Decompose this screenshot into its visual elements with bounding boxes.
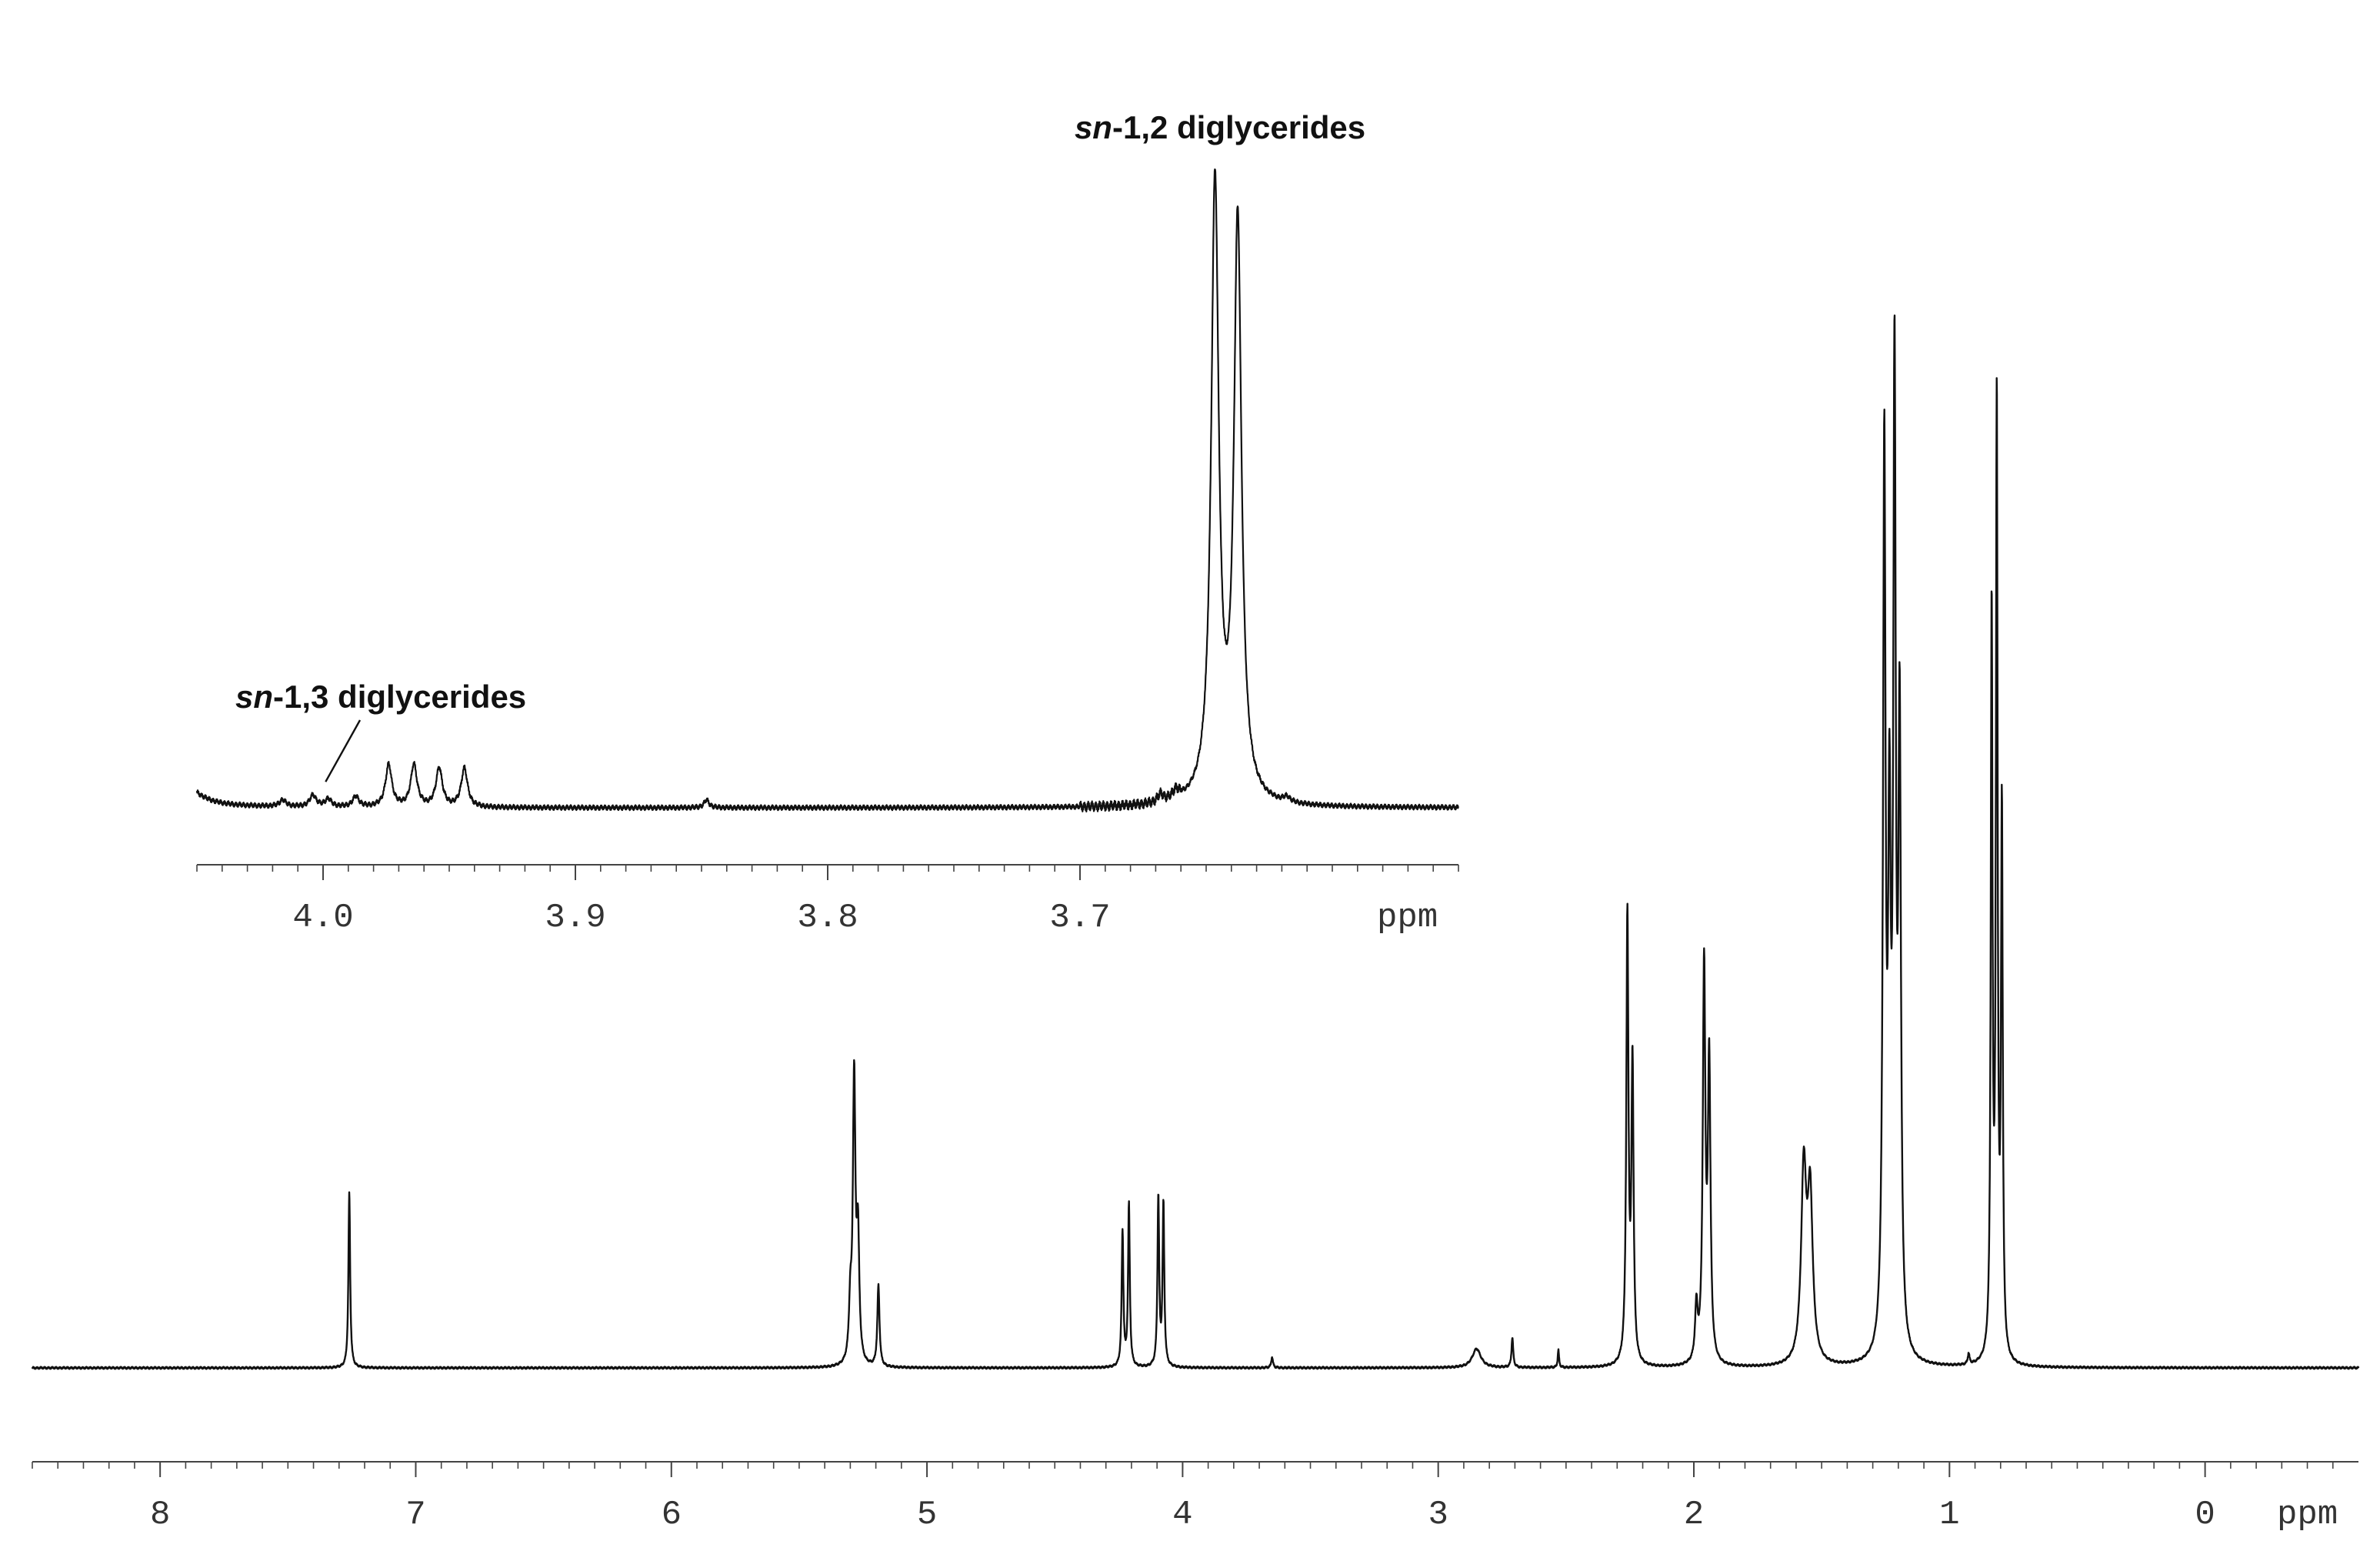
main-spectrum-trace bbox=[31, 314, 2360, 1370]
annotation-sn12-italic: sn bbox=[1075, 109, 1112, 145]
inset-major-ticks bbox=[322, 865, 1081, 880]
main-tick-label: 3 bbox=[1428, 1496, 1448, 1534]
main-axis-unit-label: ppm bbox=[2277, 1496, 2338, 1534]
annotation-sn13-leader-line bbox=[325, 719, 362, 782]
main-spectrum: 8 7 6 5 4 3 2 1 0 ppm bbox=[31, 314, 2360, 1534]
main-tick-label: 2 bbox=[1684, 1496, 1704, 1534]
inset-x-axis: 4.0 3.9 3.8 3.7 ppm bbox=[196, 864, 1459, 937]
main-major-ticks bbox=[159, 1462, 2206, 1477]
inset-tick-label: 3.7 bbox=[1049, 899, 1110, 937]
main-tick-label: 0 bbox=[2195, 1496, 2215, 1534]
annotation-sn13-italic: sn bbox=[235, 679, 273, 715]
inset-spectrum: 4.0 3.9 3.8 3.7 ppm sn-1,2 diglycerides … bbox=[195, 109, 1459, 937]
main-tick-label: 8 bbox=[150, 1496, 170, 1534]
main-tick-label: 1 bbox=[1939, 1496, 1959, 1534]
main-minor-ticks bbox=[32, 1462, 2334, 1469]
main-tick-label: 7 bbox=[405, 1496, 425, 1534]
main-tick-label: 5 bbox=[917, 1496, 937, 1534]
main-tick-label: 6 bbox=[662, 1496, 682, 1534]
inset-tick-label: 4.0 bbox=[292, 899, 353, 937]
inset-tick-label: 3.8 bbox=[797, 899, 858, 937]
inset-spectrum-trace bbox=[195, 168, 1459, 812]
inset-axis-unit-label: ppm bbox=[1377, 899, 1438, 937]
annotation-sn13-diglycerides: sn-1,3 diglycerides bbox=[235, 679, 526, 715]
annotation-sn12-text: -1,2 diglycerides bbox=[1112, 109, 1365, 145]
annotation-sn13-text: -1,3 diglycerides bbox=[273, 679, 526, 715]
annotation-sn12-diglycerides: sn-1,2 diglycerides bbox=[1075, 109, 1365, 145]
main-tick-label: 4 bbox=[1172, 1496, 1192, 1534]
inset-tick-label: 3.9 bbox=[545, 899, 605, 937]
main-x-axis: 8 7 6 5 4 3 2 1 0 ppm bbox=[32, 1461, 2358, 1534]
